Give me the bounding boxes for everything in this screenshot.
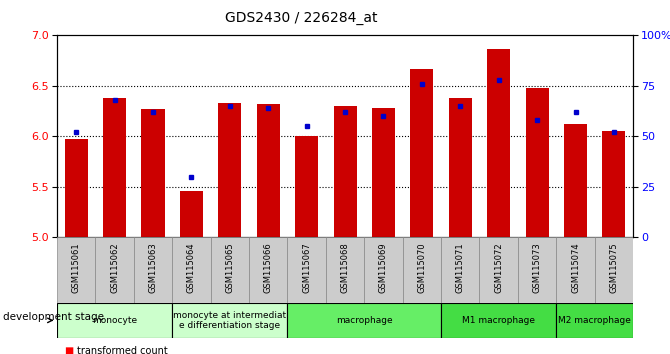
Text: GSM115074: GSM115074	[571, 242, 580, 293]
Bar	[518, 237, 556, 303]
Bar	[334, 106, 356, 237]
Bar	[134, 237, 172, 303]
Bar	[441, 303, 556, 338]
Text: monocyte at intermediat
e differentiation stage: monocyte at intermediat e differentiatio…	[174, 311, 286, 330]
Text: M2 macrophage: M2 macrophage	[558, 316, 631, 325]
Text: ■: ■	[64, 346, 73, 354]
Bar	[372, 108, 395, 237]
Bar	[287, 237, 326, 303]
Bar	[249, 237, 287, 303]
Bar	[257, 104, 280, 237]
Bar	[487, 48, 511, 237]
Bar	[287, 303, 441, 338]
Bar	[403, 237, 441, 303]
Bar	[295, 136, 318, 237]
Bar	[556, 237, 595, 303]
Bar	[449, 98, 472, 237]
Text: GSM115067: GSM115067	[302, 242, 311, 293]
Text: GSM115069: GSM115069	[379, 242, 388, 293]
Bar	[103, 98, 126, 237]
Text: GSM115073: GSM115073	[533, 242, 541, 293]
Bar	[64, 139, 88, 237]
Text: GSM115071: GSM115071	[456, 242, 465, 293]
Bar	[480, 237, 518, 303]
Text: GSM115072: GSM115072	[494, 242, 503, 293]
Text: monocyte: monocyte	[92, 316, 137, 325]
Text: GSM115065: GSM115065	[225, 242, 234, 293]
Bar	[95, 237, 134, 303]
Bar	[595, 237, 633, 303]
Text: GSM115062: GSM115062	[110, 242, 119, 293]
Text: GSM115061: GSM115061	[72, 242, 80, 293]
Bar	[57, 237, 95, 303]
Bar	[141, 109, 165, 237]
Bar	[172, 303, 287, 338]
Text: GSM115066: GSM115066	[264, 242, 273, 293]
Bar	[564, 124, 587, 237]
Text: GDS2430 / 226284_at: GDS2430 / 226284_at	[225, 11, 378, 25]
Bar	[410, 69, 433, 237]
Text: GSM115063: GSM115063	[149, 242, 157, 293]
Text: GSM115070: GSM115070	[417, 242, 426, 293]
Text: GSM115068: GSM115068	[340, 242, 350, 293]
Bar	[441, 237, 480, 303]
Text: macrophage: macrophage	[336, 316, 393, 325]
Bar	[525, 88, 549, 237]
Bar	[57, 303, 172, 338]
Text: development stage: development stage	[3, 312, 105, 322]
Bar	[364, 237, 403, 303]
Text: transformed count: transformed count	[77, 346, 168, 354]
Bar	[180, 191, 203, 237]
Text: GSM115064: GSM115064	[187, 242, 196, 293]
Bar	[602, 131, 626, 237]
Bar	[172, 237, 210, 303]
Bar	[326, 237, 364, 303]
Bar	[556, 303, 633, 338]
Text: M1 macrophage: M1 macrophage	[462, 316, 535, 325]
Bar	[218, 103, 241, 237]
Text: GSM115075: GSM115075	[610, 242, 618, 293]
Bar	[210, 237, 249, 303]
